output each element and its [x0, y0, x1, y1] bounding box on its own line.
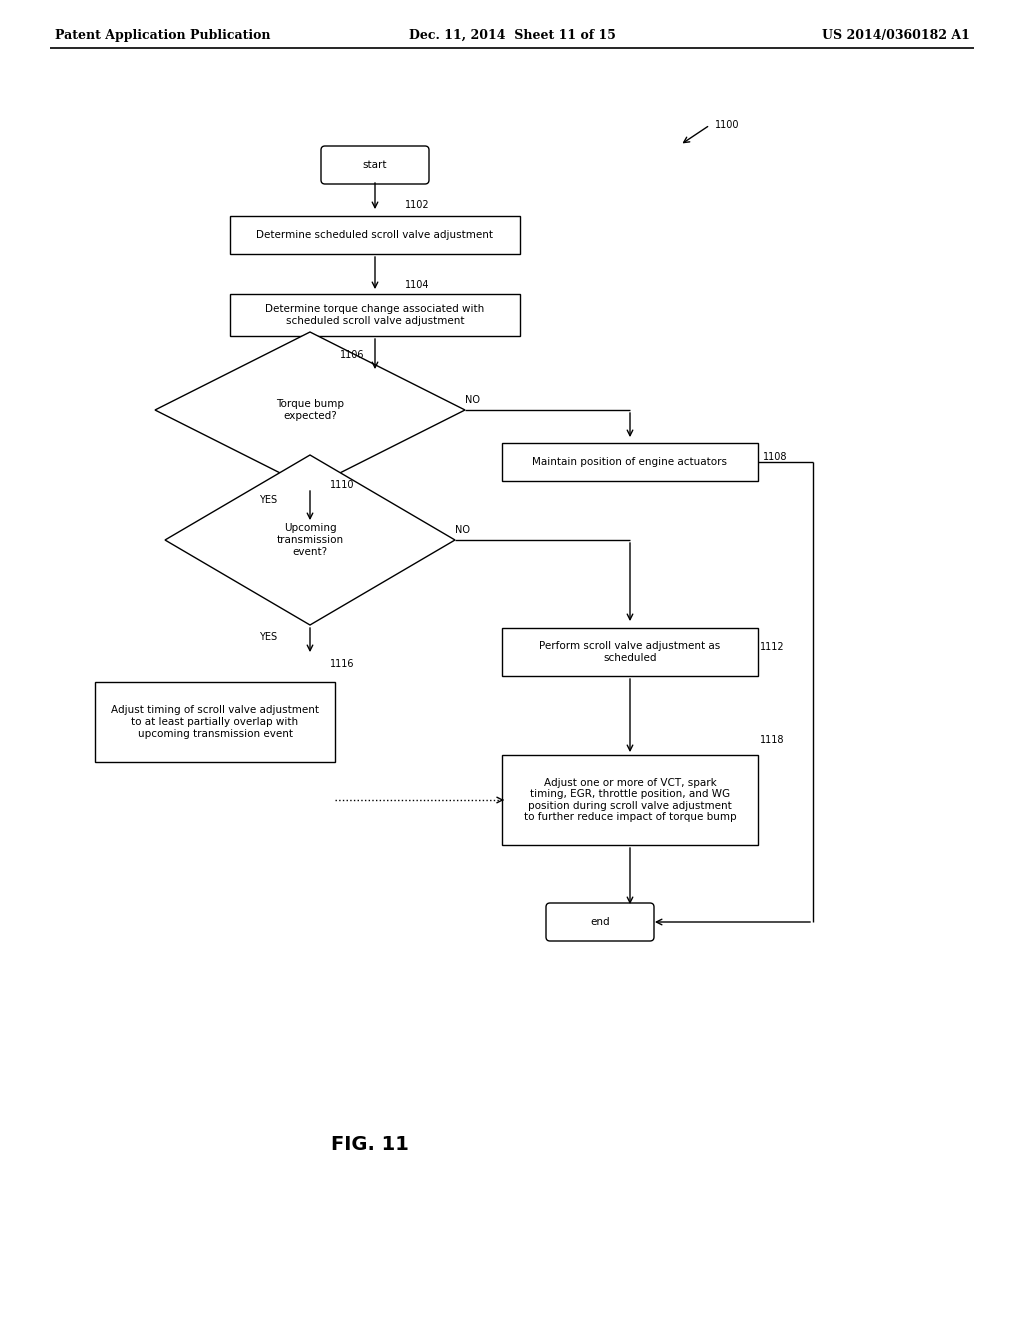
FancyBboxPatch shape — [546, 903, 654, 941]
Text: Upcoming
transmission
event?: Upcoming transmission event? — [276, 524, 344, 557]
Text: 1110: 1110 — [330, 480, 354, 490]
Polygon shape — [155, 333, 465, 488]
Text: 1102: 1102 — [406, 201, 430, 210]
Text: 1118: 1118 — [760, 735, 784, 744]
Bar — [502, 628, 758, 676]
Text: end: end — [590, 917, 610, 927]
Text: Adjust one or more of VCT, spark
timing, EGR, throttle position, and WG
position: Adjust one or more of VCT, spark timing,… — [523, 777, 736, 822]
Text: 1108: 1108 — [763, 451, 787, 462]
Bar — [230, 216, 520, 253]
Text: YES: YES — [259, 632, 278, 642]
Text: FIG. 11: FIG. 11 — [331, 1135, 409, 1155]
Text: Maintain position of engine actuators: Maintain position of engine actuators — [532, 457, 727, 467]
Text: Perform scroll valve adjustment as
scheduled: Perform scroll valve adjustment as sched… — [540, 642, 721, 663]
Text: 1100: 1100 — [715, 120, 739, 129]
Text: Determine torque change associated with
scheduled scroll valve adjustment: Determine torque change associated with … — [265, 304, 484, 326]
Text: NO: NO — [466, 395, 480, 405]
Text: Patent Application Publication: Patent Application Publication — [55, 29, 270, 41]
Bar — [502, 755, 758, 845]
Text: Torque bump
expected?: Torque bump expected? — [276, 399, 344, 421]
Polygon shape — [165, 455, 455, 624]
Bar — [230, 294, 520, 337]
Text: YES: YES — [259, 495, 278, 506]
Bar — [502, 444, 758, 480]
Text: Determine scheduled scroll valve adjustment: Determine scheduled scroll valve adjustm… — [256, 230, 494, 240]
Bar — [95, 682, 335, 762]
FancyBboxPatch shape — [321, 147, 429, 183]
Text: start: start — [362, 160, 387, 170]
Text: Adjust timing of scroll valve adjustment
to at least partially overlap with
upco: Adjust timing of scroll valve adjustment… — [111, 705, 319, 739]
Text: US 2014/0360182 A1: US 2014/0360182 A1 — [822, 29, 970, 41]
Text: 1116: 1116 — [330, 659, 354, 669]
Text: 1112: 1112 — [760, 642, 784, 652]
Text: 1104: 1104 — [406, 280, 429, 290]
Text: 1106: 1106 — [340, 350, 365, 360]
Text: Dec. 11, 2014  Sheet 11 of 15: Dec. 11, 2014 Sheet 11 of 15 — [409, 29, 615, 41]
Text: NO: NO — [456, 525, 470, 535]
